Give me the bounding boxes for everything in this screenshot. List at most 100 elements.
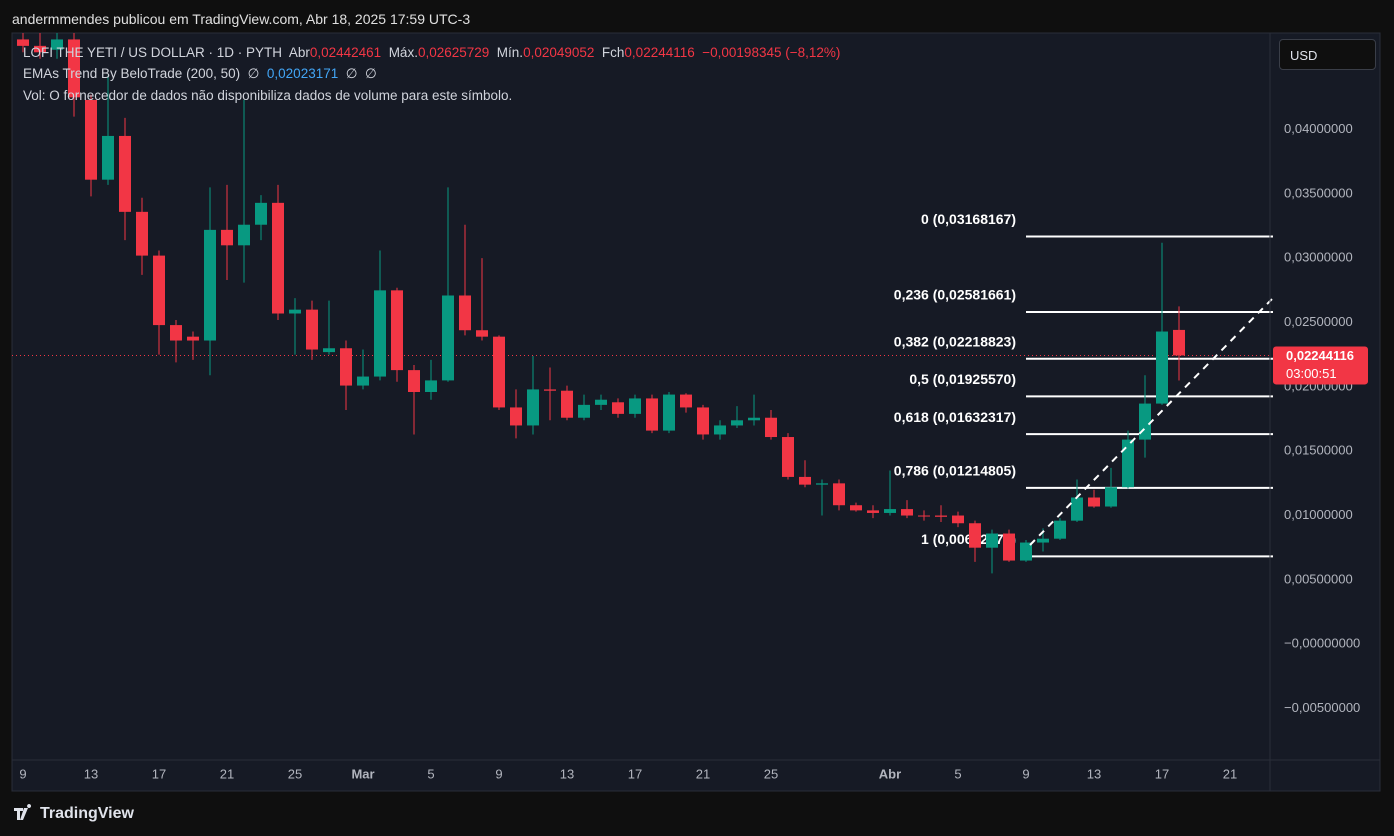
x-tick-label: 5 xyxy=(954,766,961,781)
candle-body xyxy=(561,390,573,418)
indicator-name: EMAs Trend By BeloTrade (200, 50) xyxy=(23,66,241,81)
candle-body xyxy=(986,533,998,548)
indicator-na: ∅ xyxy=(365,66,377,81)
x-tick-label: 9 xyxy=(495,766,502,781)
y-tick-label: 0,03000000 xyxy=(1284,250,1353,265)
candle-body xyxy=(425,380,437,392)
candle-body xyxy=(1122,439,1134,488)
candle-body xyxy=(646,398,658,431)
close-value: 0,02244116 xyxy=(624,45,695,60)
candle-body xyxy=(493,336,505,408)
y-tick-label: 0,01500000 xyxy=(1284,443,1353,458)
candle-body xyxy=(153,255,165,326)
candle-body xyxy=(1105,487,1117,507)
high-value: 0,02625729 xyxy=(417,45,490,60)
candle-body xyxy=(935,515,947,517)
candle-body xyxy=(850,505,862,511)
price-tag xyxy=(1273,346,1368,385)
axes: 0,04000000 0,03500000 0,03000000 0,02500000… xyxy=(12,33,1380,791)
candle-body xyxy=(289,309,301,314)
candles xyxy=(12,33,1270,574)
candle-body xyxy=(867,510,879,513)
candle-body xyxy=(1037,538,1049,543)
y-tick-label: 0,03500000 xyxy=(1284,185,1353,200)
fib-level-label: 0,382 (0,02218823) xyxy=(894,333,1016,349)
candle-body xyxy=(595,399,607,405)
x-tick-label: 9 xyxy=(19,766,26,781)
candle-body xyxy=(408,370,420,392)
candle-body xyxy=(119,135,131,212)
price-tag-countdown: 03:00:51 xyxy=(1286,366,1337,381)
open-value: 0,02442461 xyxy=(309,45,382,60)
candle-body xyxy=(391,290,403,371)
y-tick-label: 0,02500000 xyxy=(1284,314,1353,329)
candle-body xyxy=(901,509,913,516)
candle-body xyxy=(714,425,726,435)
fib-level-label: 0,618 (0,01632317) xyxy=(894,409,1016,425)
candle-body xyxy=(629,398,641,414)
x-tick-label: 5 xyxy=(427,766,434,781)
y-tick-label: 0,01000000 xyxy=(1284,507,1353,522)
x-tick-label: 21 xyxy=(1223,766,1237,781)
candle-body xyxy=(1071,497,1083,521)
close-label: Fch xyxy=(601,45,625,60)
candle-body xyxy=(204,229,216,341)
candle-body xyxy=(238,224,250,246)
x-tick-label: Abr xyxy=(879,766,901,781)
candle-body xyxy=(323,348,335,353)
low-label: Mín. xyxy=(496,45,524,60)
candle-body xyxy=(85,99,97,180)
currency-button[interactable]: USD xyxy=(1279,39,1376,70)
symbol-legend: LOFI THE YETI / US DOLLAR · 1D · PYTH Ab… xyxy=(23,45,840,60)
candle-body xyxy=(272,202,284,314)
x-tick-label: 21 xyxy=(220,766,234,781)
y-tick-label: −0,00000000 xyxy=(1284,636,1360,651)
chart-panel xyxy=(11,32,1381,792)
indicator-na: ∅ xyxy=(345,66,358,81)
price-tag-value: 0,02244116 xyxy=(1286,348,1354,363)
candle-body xyxy=(969,523,981,548)
change-value: −0,00198345 (−8,12%) xyxy=(702,45,841,60)
x-tick-label: 13 xyxy=(560,766,574,781)
candle-body xyxy=(340,348,352,386)
fib-level-label: 0 (0,03168167) xyxy=(921,211,1016,227)
low-value: 0,02049052 xyxy=(523,45,595,60)
candle-body xyxy=(221,229,233,246)
high-label: Máx. xyxy=(388,45,418,60)
indicator-value: 0,02023171 xyxy=(266,66,339,81)
candle-body xyxy=(612,402,624,414)
publisher-line: andermmendes publicou em TradingView.com… xyxy=(12,11,471,27)
candle-body xyxy=(578,404,590,418)
candle-body xyxy=(459,295,471,331)
candle-body xyxy=(1088,497,1100,507)
candle-body xyxy=(731,420,743,426)
candle-body xyxy=(816,483,828,485)
candle-body xyxy=(187,336,199,341)
y-tick-label: −0,00500000 xyxy=(1284,700,1360,715)
brand-name: TradingView xyxy=(40,805,134,822)
candle-body xyxy=(34,45,46,53)
candle-body xyxy=(136,211,148,256)
candle-body xyxy=(918,515,930,517)
candle-body xyxy=(1156,331,1168,404)
candle-body xyxy=(833,483,845,506)
candle-body xyxy=(765,417,777,438)
brand-logo xyxy=(14,804,32,820)
candle-body xyxy=(1003,533,1015,561)
candle-body xyxy=(255,202,267,225)
candle-body xyxy=(51,39,63,50)
indicator-legend: EMAs Trend By BeloTrade (200, 50) ∅ 0,02… xyxy=(23,66,377,82)
candle-body xyxy=(952,515,964,524)
candle-body xyxy=(544,389,556,391)
trend-line xyxy=(1029,297,1274,546)
candle-body xyxy=(1020,542,1032,561)
volume-note: Vol: O fornecedor de dados não disponibi… xyxy=(23,88,513,103)
candle-body xyxy=(1139,403,1151,440)
candle-body xyxy=(697,407,709,435)
fib-level-label: 0,5 (0,01925570) xyxy=(909,371,1016,387)
x-tick-label: Mar xyxy=(351,766,374,781)
x-tick-label: 17 xyxy=(628,766,642,781)
candle-body xyxy=(799,476,811,485)
